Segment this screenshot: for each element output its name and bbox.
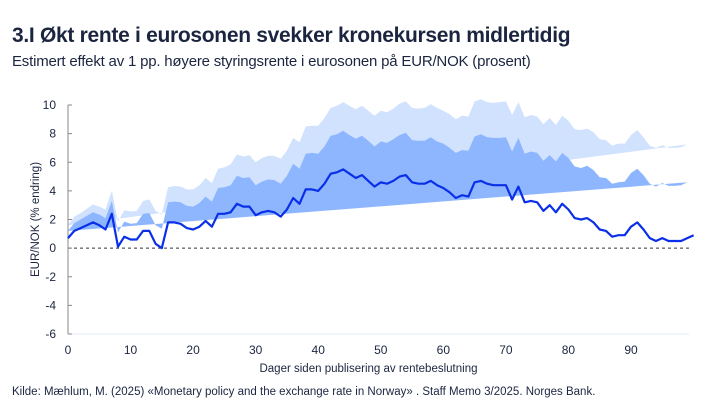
y-tick-label: 10 xyxy=(43,98,57,112)
y-axis-label: EUR/NOK (% endring) xyxy=(30,162,42,277)
y-tick-label: 6 xyxy=(49,155,56,169)
x-tick-label: 40 xyxy=(312,343,326,357)
x-tick-label: 50 xyxy=(374,343,388,357)
x-tick-label: 70 xyxy=(499,343,513,357)
x-tick-label: 90 xyxy=(624,343,638,357)
y-tick-label: -6 xyxy=(45,327,56,341)
y-axis-ticks: 10 8 6 4 2 0 -2 -4 -6 xyxy=(43,98,72,341)
uncertainty-bands xyxy=(68,99,688,233)
y-tick-label: -2 xyxy=(45,270,56,284)
estimate-line xyxy=(67,168,695,250)
y-tick-label: 8 xyxy=(49,127,56,141)
x-tick-label: 20 xyxy=(186,343,200,357)
x-tick-label: 60 xyxy=(437,343,451,357)
y-tick-label: 4 xyxy=(49,184,56,198)
chart-title: 3.I Økt rente i eurosonen svekker kronek… xyxy=(12,24,571,47)
x-axis-label: Dager siden publisering av rentebeslutni… xyxy=(259,363,477,375)
y-tick-label: 0 xyxy=(49,241,56,255)
x-tick-label: 10 xyxy=(124,343,138,357)
x-tick-label: 0 xyxy=(65,343,72,357)
y-tick-label: -4 xyxy=(45,298,56,312)
source-note: Kilde: Mæhlum, M. (2025) «Monetary polic… xyxy=(12,386,596,398)
chart-subtitle: Estimert effekt av 1 pp. høyere styrings… xyxy=(12,53,531,70)
x-tick-label: 80 xyxy=(562,343,576,357)
y-tick-label: 2 xyxy=(49,213,56,227)
inner-uncertainty-band xyxy=(68,130,688,233)
x-tick-label: 30 xyxy=(249,343,263,357)
x-axis-ticks: 0 10 20 30 40 50 60 70 80 90 xyxy=(65,343,638,357)
